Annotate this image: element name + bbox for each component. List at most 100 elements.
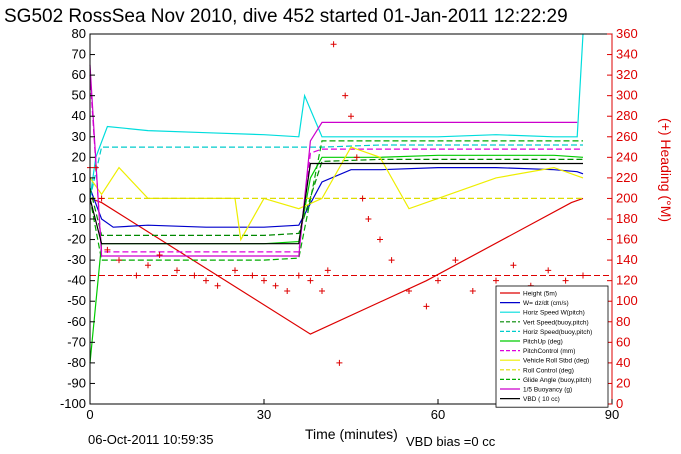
right-tick-label: 240 [616, 149, 638, 164]
heading-point [469, 287, 476, 294]
heading-point [562, 277, 569, 284]
heading-point [98, 195, 105, 202]
heading-point [342, 92, 349, 99]
legend-label-1: W= dz/dt (cm/s) [523, 300, 569, 307]
x-tick-label: 30 [257, 407, 271, 422]
y-tick-label: 40 [72, 108, 86, 123]
heading-point [359, 195, 366, 202]
heading-layer [87, 41, 612, 366]
heading-point [104, 246, 111, 253]
legend-label-7: Vehicle Roll Stbd (deg) [523, 358, 589, 365]
legend-label-6: PitchControl (mm) [523, 348, 575, 355]
heading-point [249, 272, 256, 279]
heading-point [353, 154, 360, 161]
heading-point [116, 257, 122, 264]
heading-point [214, 282, 221, 289]
series-line-11 [89, 162, 583, 245]
right-tick-label: 0 [616, 396, 623, 411]
legend-label-10: 1/5 Buoyancy (g) [523, 387, 572, 394]
x-tick-label: 60 [431, 407, 445, 422]
right-tick-label: 120 [616, 273, 638, 288]
heading-point [307, 277, 314, 284]
heading-point [435, 277, 441, 284]
right-tick-label: 140 [616, 252, 638, 267]
y-tick-label: -70 [67, 334, 86, 349]
right-tick-label: 180 [616, 211, 638, 226]
series-line-4 [89, 144, 583, 199]
heading-point [493, 277, 499, 284]
legend-label-9: Glide Angle (buoy,pitch) [523, 377, 592, 384]
series-line-6 [89, 75, 583, 253]
heading-point [174, 267, 180, 274]
heading-point [452, 257, 459, 264]
right-tick-label: 280 [616, 108, 638, 123]
right-tick-label: 260 [616, 129, 638, 144]
heading-point [580, 272, 586, 279]
right-tick-label: 340 [616, 47, 638, 62]
legend-label-5: PitchUp (deg) [523, 339, 563, 346]
right-tick-label: 320 [616, 67, 638, 82]
legend-label-3: Vert Speed(buoy,pitch) [523, 319, 589, 326]
heading-point [324, 267, 331, 274]
x-tick-label: 0 [86, 407, 93, 422]
y-tick-label: -40 [67, 273, 86, 288]
right-tick-label: 100 [616, 293, 638, 308]
y-tick-label: -30 [67, 252, 86, 267]
right-tick-label: 160 [616, 232, 638, 247]
right-axis-label: (+) Heading (°M) [658, 118, 674, 222]
y-tick-label: 20 [72, 149, 86, 164]
heading-point [348, 113, 354, 120]
heading-point [272, 282, 279, 289]
legend-label-2: Horiz Speed W(pitch) [523, 310, 585, 317]
y-tick-label: -60 [67, 314, 86, 329]
heading-point [377, 236, 383, 243]
heading-point [191, 272, 198, 279]
heading-point [510, 262, 517, 269]
ticks: 0 30 60 90-100-90-80-70-60-50-40-30-20-1001… [60, 26, 638, 422]
y-tick-label: 50 [72, 88, 86, 103]
heading-point [203, 277, 209, 284]
series-line-3 [89, 158, 583, 236]
y-tick-label: -10 [67, 211, 86, 226]
footer-date: 06-Oct-2011 10:59:35 [88, 432, 214, 447]
legend-label-8: Roll Control (deg) [523, 367, 574, 374]
heading-point [336, 359, 343, 366]
heading-point [423, 303, 430, 310]
heading-point [388, 257, 395, 264]
y-tick-label: 30 [72, 129, 86, 144]
right-tick-label: 60 [616, 334, 630, 349]
heading-point [365, 216, 372, 222]
right-tick-label: 20 [616, 375, 630, 390]
legend: Height (5m) W= dz/dt (cm/s) Horiz Speed W(… [495, 285, 609, 408]
heading-point [330, 41, 337, 48]
heading-point [261, 277, 267, 284]
right-tick-label: 200 [616, 190, 638, 205]
series-line-1 [89, 167, 584, 228]
right-tick-label: 220 [616, 170, 638, 185]
heading-point [133, 272, 140, 279]
heading-point [284, 287, 291, 294]
heading-point [295, 272, 302, 279]
series-line-7 [89, 146, 584, 242]
series-line-0 [89, 197, 584, 335]
heading-point [406, 287, 412, 294]
legend-label-0: Height (5m) [523, 291, 557, 298]
chart-title: SG502 RossSea Nov 2010, dive 452 started… [4, 6, 568, 27]
y-tick-label: -90 [67, 375, 86, 390]
right-tick-label: 360 [616, 26, 638, 41]
series-line-2 [89, 33, 584, 199]
y-tick-label: 10 [72, 170, 86, 185]
right-tick-label: 40 [616, 355, 630, 370]
series-line-9 [89, 140, 583, 261]
heading-point [232, 267, 238, 274]
legend-label-11: VBD ( 10 cc) [523, 396, 560, 403]
y-tick-label: -80 [67, 355, 86, 370]
right-tick-label: 80 [616, 314, 630, 329]
series-line-10 [89, 64, 578, 257]
y-tick-label: 80 [72, 26, 86, 41]
heading-point [92, 164, 99, 171]
legend-box [495, 285, 609, 408]
y-tick-label: 0 [79, 190, 86, 205]
heading-point [319, 287, 325, 294]
